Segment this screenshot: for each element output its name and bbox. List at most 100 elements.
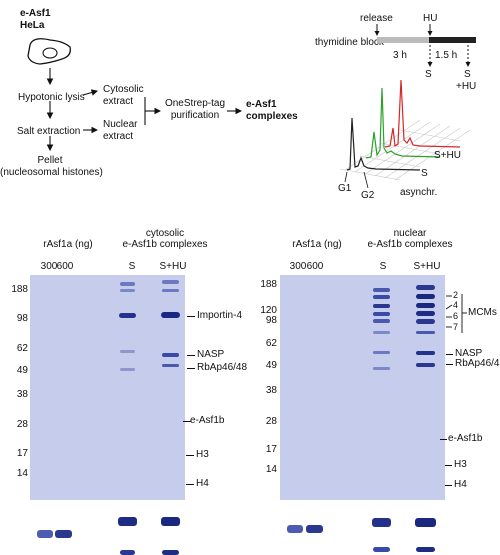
gel-left-mw: 49 (16, 365, 28, 376)
gel-right-band-ref-300 (287, 525, 303, 533)
gel-right-band (373, 295, 390, 299)
gel-right-label-nasp: NASP (455, 348, 483, 359)
gel-right-tick (446, 364, 453, 365)
gel-right-mw: 28 (265, 416, 277, 427)
gel-left-band (120, 550, 135, 555)
gel-right-band (373, 304, 390, 308)
gel-left-label-rbap: RbAp46/48 (197, 362, 248, 373)
gel-left-band (161, 517, 180, 526)
gel-left-band (120, 282, 135, 286)
gel-left-band (162, 289, 179, 292)
gel-left-band (118, 517, 137, 526)
nuclear-extract-label-2: extract (103, 131, 134, 142)
gel-left-band-ref-300 (37, 530, 53, 538)
mcm-bracket (445, 294, 467, 333)
gel-right-band (416, 331, 435, 334)
thymidine-block-label: thymidine block (315, 37, 384, 48)
facs-s-hu-trace (384, 79, 461, 148)
gel-right-mw: 38 (265, 385, 277, 396)
facs-histograms (339, 79, 471, 189)
gel-left-lane-600: 600 (56, 261, 74, 272)
gel-right-band (373, 319, 390, 323)
gel-right-mw: 188 (260, 279, 277, 290)
gel-left-mw: 17 (16, 448, 28, 459)
gel-right-band (416, 351, 435, 355)
mcm-number-7: 7 (453, 322, 459, 332)
mcm-number-6: 6 (453, 311, 459, 321)
facs-label-s: S (421, 168, 428, 179)
gel-left-lane-s-hu: S+HU (159, 261, 187, 272)
gel-left-mw: 188 (11, 284, 28, 295)
gel-right-lane-300: 300 (289, 261, 307, 272)
gel-right-band (415, 518, 436, 527)
gel-right-band (373, 312, 390, 316)
gel-left-band (120, 289, 135, 292)
gel-right-band (416, 363, 435, 367)
gel-left-mw: 98 (16, 313, 28, 324)
gel-left-mw: 38 (16, 389, 28, 400)
gel-left-header-ref: rAsf1a (ng) (43, 239, 93, 250)
gel-left-label-nasp: NASP (197, 349, 225, 360)
gel-right-band (416, 319, 435, 324)
schematic-title: e-Asf1 (20, 8, 51, 19)
gel-left-lane-300: 300 (40, 261, 58, 272)
gel-left-label-h3: H3 (196, 449, 209, 460)
gel-right-band (416, 547, 435, 552)
sample-s-hu-label-2: +HU (456, 81, 477, 92)
gel-right-header-complex: nuclear (393, 228, 427, 239)
step-salt-extraction: Salt extraction (17, 126, 81, 137)
facs-label-g2: G2 (361, 190, 375, 201)
gel-right-label-h3: H3 (454, 459, 467, 470)
gel-right-band-ref-600 (306, 525, 323, 533)
gel-right-band (373, 331, 390, 334)
gel-right-tick (440, 439, 447, 440)
complexes-label-2: complexes (246, 111, 298, 122)
gel-right-mw: 120 (260, 305, 277, 316)
gel-left-band (120, 350, 135, 353)
gel-left-mw: 14 (16, 468, 28, 479)
facs-label-s-hu: S+HU (434, 150, 461, 161)
sample-s-label: S (425, 69, 432, 80)
schematic-cell-line: HeLa (20, 20, 45, 31)
gel-left-label-easf1b: e-Asf1b (190, 415, 225, 426)
gel-left-tick (187, 316, 195, 317)
gel-right-band (373, 351, 390, 354)
mcm-label: MCMs (468, 307, 497, 318)
mcm-number-4: 4 (453, 300, 459, 310)
gel-right-label-rbap: RbAp46/48 (455, 358, 500, 369)
gel-left-band (120, 368, 135, 371)
gel-right-mw: 62 (265, 338, 277, 349)
pellet-label: Pellet (37, 155, 63, 166)
gel-left-band (119, 313, 136, 318)
gel-left-band (162, 364, 179, 367)
complexes-label: e-Asf1 (246, 99, 277, 110)
gel-right-tick (445, 465, 452, 466)
step-hypotonic-lysis: Hypotonic lysis (18, 92, 85, 103)
gel-right-tick (446, 354, 453, 355)
gel-right-band (416, 303, 435, 308)
facs-label-asynchr: asynchr. (400, 187, 438, 198)
cytosolic-extract-label-2: extract (103, 96, 134, 107)
gel-left-tick (183, 421, 191, 422)
gel-left-label-importin4: Importin-4 (197, 310, 243, 321)
gel-left-band (162, 353, 179, 357)
hu-label: HU (423, 13, 438, 24)
gel-left-mw: 28 (16, 419, 28, 430)
cell-icon (27, 38, 71, 65)
onestrep-label-2: purification (170, 110, 220, 121)
gel-right-header-ref: rAsf1a (ng) (292, 239, 342, 250)
gel-left-tick (186, 484, 194, 485)
gel-right-band (416, 285, 435, 290)
gel-right-band (416, 294, 435, 299)
gel-right-mw: 98 (265, 315, 277, 326)
gel-left-header-complex: cytosolic (145, 228, 185, 239)
gel-right-lane-600: 600 (306, 261, 324, 272)
timeline-bar (374, 24, 476, 67)
gel-left-tick (186, 455, 194, 456)
pellet-label-2: (nucleosomal histones) (0, 167, 103, 178)
gel-left-band (162, 550, 179, 555)
gel-right-image (280, 275, 445, 552)
gel-right-mw: 49 (265, 360, 277, 371)
gel-right-band (373, 288, 390, 292)
gel-left-header-complex-2: e-Asf1b complexes (122, 239, 208, 250)
